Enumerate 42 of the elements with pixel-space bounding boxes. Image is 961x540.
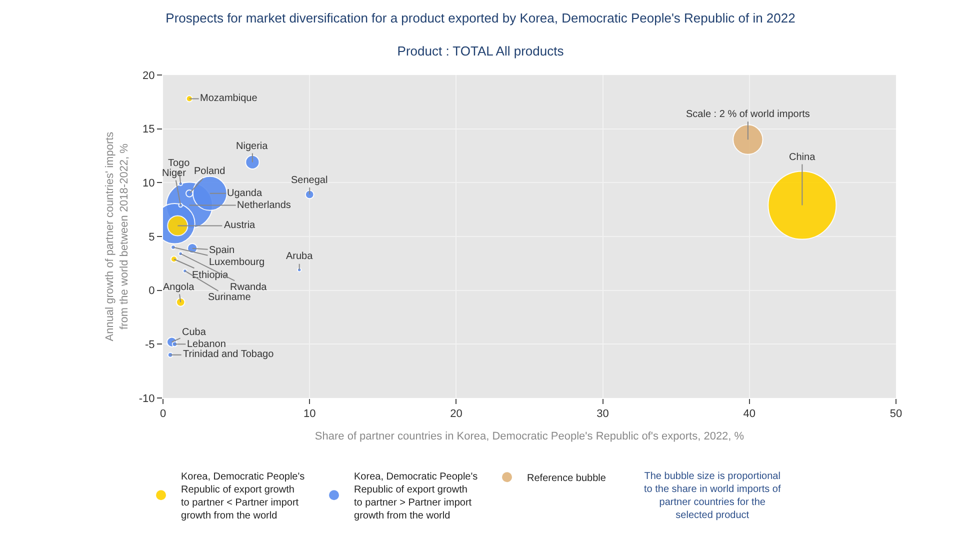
legend-label: Korea, Democratic People's Republic of export growth to partner < Partner import growth from the world xyxy=(181,472,305,522)
annotation: Mozambique xyxy=(200,93,258,104)
y-tick-label: 0 xyxy=(148,285,155,298)
annotation: Angola xyxy=(163,282,195,293)
x-tick-label: 40 xyxy=(743,408,756,420)
x-tick-label: 30 xyxy=(596,408,609,420)
chart-title: Prospects for market diversification for a product exported by Korea, Democratic People's Republic of in 2022 xyxy=(166,10,796,26)
chart-subtitle: Product : TOTAL All products xyxy=(397,44,564,58)
annotation: Ethiopia xyxy=(192,270,229,281)
annotation: Rwanda xyxy=(230,282,268,293)
annotation: Scale : 2 % of world imports xyxy=(686,109,810,120)
y-tick-label: -10 xyxy=(138,392,155,405)
legend-label: Korea, Democratic People's Republic of export growth to partner > Partner import growth from the world xyxy=(354,472,478,522)
annotation: Trinidad and Tobago xyxy=(183,349,274,360)
y-tick-label: 15 xyxy=(142,124,155,136)
y-tick-label: 10 xyxy=(142,178,155,190)
x-tick-label: 0 xyxy=(160,408,166,420)
annotation: Uganda xyxy=(227,188,262,199)
annotation: Nigeria xyxy=(236,141,268,152)
annotation: Poland xyxy=(194,166,226,177)
annotation: Togo xyxy=(168,158,190,169)
annotation: Aruba xyxy=(286,251,314,262)
text: The bubble size is proportional to the share in world imports of partner countries for the selected product xyxy=(644,471,781,521)
annotation: Lebanon xyxy=(187,339,226,350)
annotation: China xyxy=(789,152,816,163)
y-tick-label: 5 xyxy=(148,231,155,244)
x-axis-title: Share of partner countries in Korea, Democratic People's Republic of's exports, 2022, % xyxy=(314,430,744,442)
annotation: Senegal xyxy=(291,175,328,186)
annotation: Austria xyxy=(224,220,256,231)
annotation: Spain xyxy=(209,245,235,256)
y-axis-title: Annual growth of partner countries' imports from the world between 2018-2022, % xyxy=(104,131,131,342)
y-tick-label: -5 xyxy=(145,339,155,352)
annotation: Niger xyxy=(162,168,187,179)
annotation: Netherlands xyxy=(237,200,291,211)
annotation: Luxembourg xyxy=(209,257,265,268)
annotation: Cuba xyxy=(182,327,206,338)
legend-label: Reference bubble xyxy=(527,473,606,484)
x-tick-label: 50 xyxy=(890,408,902,420)
x-tick-label: 20 xyxy=(450,408,462,420)
y-tick-label: 20 xyxy=(142,70,155,82)
annotation: Suriname xyxy=(208,292,252,303)
x-tick-label: 10 xyxy=(303,408,316,420)
